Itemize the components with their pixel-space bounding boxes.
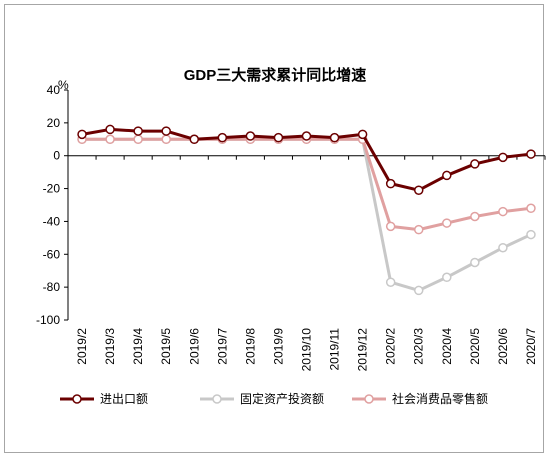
data-point: [413, 224, 424, 235]
series-line: [82, 137, 532, 232]
data-point: [189, 134, 200, 145]
x-tick-label: 2020/3: [412, 328, 426, 365]
legend-marker: [72, 394, 82, 404]
x-tick-label: 2020/6: [496, 328, 510, 365]
chart-frame: [4, 4, 544, 453]
data-point: [385, 178, 396, 189]
x-tick-label: 2019/6: [187, 328, 201, 365]
data-point: [442, 218, 452, 228]
data-point: [133, 126, 143, 136]
axes: 40 20 0 -20 -40 -60 -80 -100 2019/2 2019/3 2019/4 2…: [36, 83, 546, 372]
series-line: [82, 137, 532, 292]
data-point: [470, 257, 480, 268]
x-tick-label: 2019/5: [159, 328, 173, 365]
data-point: [77, 129, 87, 140]
series-layer: [77, 124, 536, 296]
data-point: [161, 126, 171, 136]
data-point: [385, 277, 396, 287]
x-tick-label: 2019/3: [103, 328, 117, 365]
chart-title: GDP三大需求累计同比增速: [184, 66, 367, 84]
data-point: [498, 152, 508, 163]
data-point: [161, 134, 171, 145]
y-tick-label: 40: [47, 83, 61, 97]
data-point: [526, 149, 536, 159]
data-point: [413, 285, 424, 296]
y-tick-label: 20: [47, 116, 61, 130]
data-point: [385, 221, 396, 232]
data-point: [442, 272, 452, 283]
data-point: [470, 159, 480, 169]
x-tick-label: 2019/11: [328, 328, 342, 371]
series-2: [77, 134, 536, 235]
data-point: [301, 131, 312, 141]
x-tick-label: 2019/4: [131, 328, 145, 365]
y-tick-label: 0: [53, 149, 60, 163]
x-tick-label: 2019/10: [300, 328, 314, 372]
data-point: [470, 211, 480, 222]
legend: 进出口额 固定资产投资额 社会消费品零售额: [60, 391, 488, 406]
legend-label: 进出口额: [100, 392, 148, 406]
data-point: [105, 124, 115, 135]
data-point: [133, 134, 143, 145]
x-tick-label: 2019/9: [271, 328, 285, 365]
series-0: [77, 124, 536, 195]
x-tick-label: 2020/5: [468, 328, 482, 365]
data-point: [498, 242, 508, 253]
legend-item: 进出口额: [60, 392, 148, 406]
x-tick-label: 2020/4: [440, 328, 454, 365]
data-point: [442, 170, 452, 181]
data-point: [105, 134, 115, 145]
data-point: [329, 132, 340, 143]
data-point: [526, 203, 536, 214]
y-tick-label: -60: [43, 247, 61, 261]
x-tick-label: 2020/2: [384, 328, 398, 365]
x-tick-label: 2020/7: [524, 328, 538, 365]
y-tick-label: -20: [43, 182, 61, 196]
x-tick-label: 2019/12: [356, 328, 370, 372]
data-point: [498, 206, 508, 217]
x-tick-label: 2019/7: [215, 328, 229, 365]
x-tick-label: 2019/8: [243, 328, 257, 365]
data-point: [357, 129, 368, 140]
y-tick-label: -100: [36, 313, 60, 327]
data-point: [526, 229, 536, 240]
legend-marker: [364, 394, 374, 404]
y-axis-unit: %: [58, 78, 69, 92]
legend-label: 社会消费品零售额: [392, 391, 488, 406]
x-tick-label: 2019/2: [75, 328, 89, 365]
y-tick-label: -80: [43, 280, 61, 294]
legend-item: 固定资产投资额: [200, 391, 324, 406]
data-point: [413, 185, 424, 195]
y-tick-label: -40: [43, 214, 61, 228]
series-1: [77, 134, 536, 296]
legend-marker: [212, 394, 222, 404]
data-point: [217, 132, 228, 143]
data-point: [245, 131, 256, 141]
data-point: [273, 132, 284, 143]
legend-label: 固定资产投资额: [240, 391, 324, 406]
legend-item: 社会消费品零售额: [352, 391, 488, 406]
